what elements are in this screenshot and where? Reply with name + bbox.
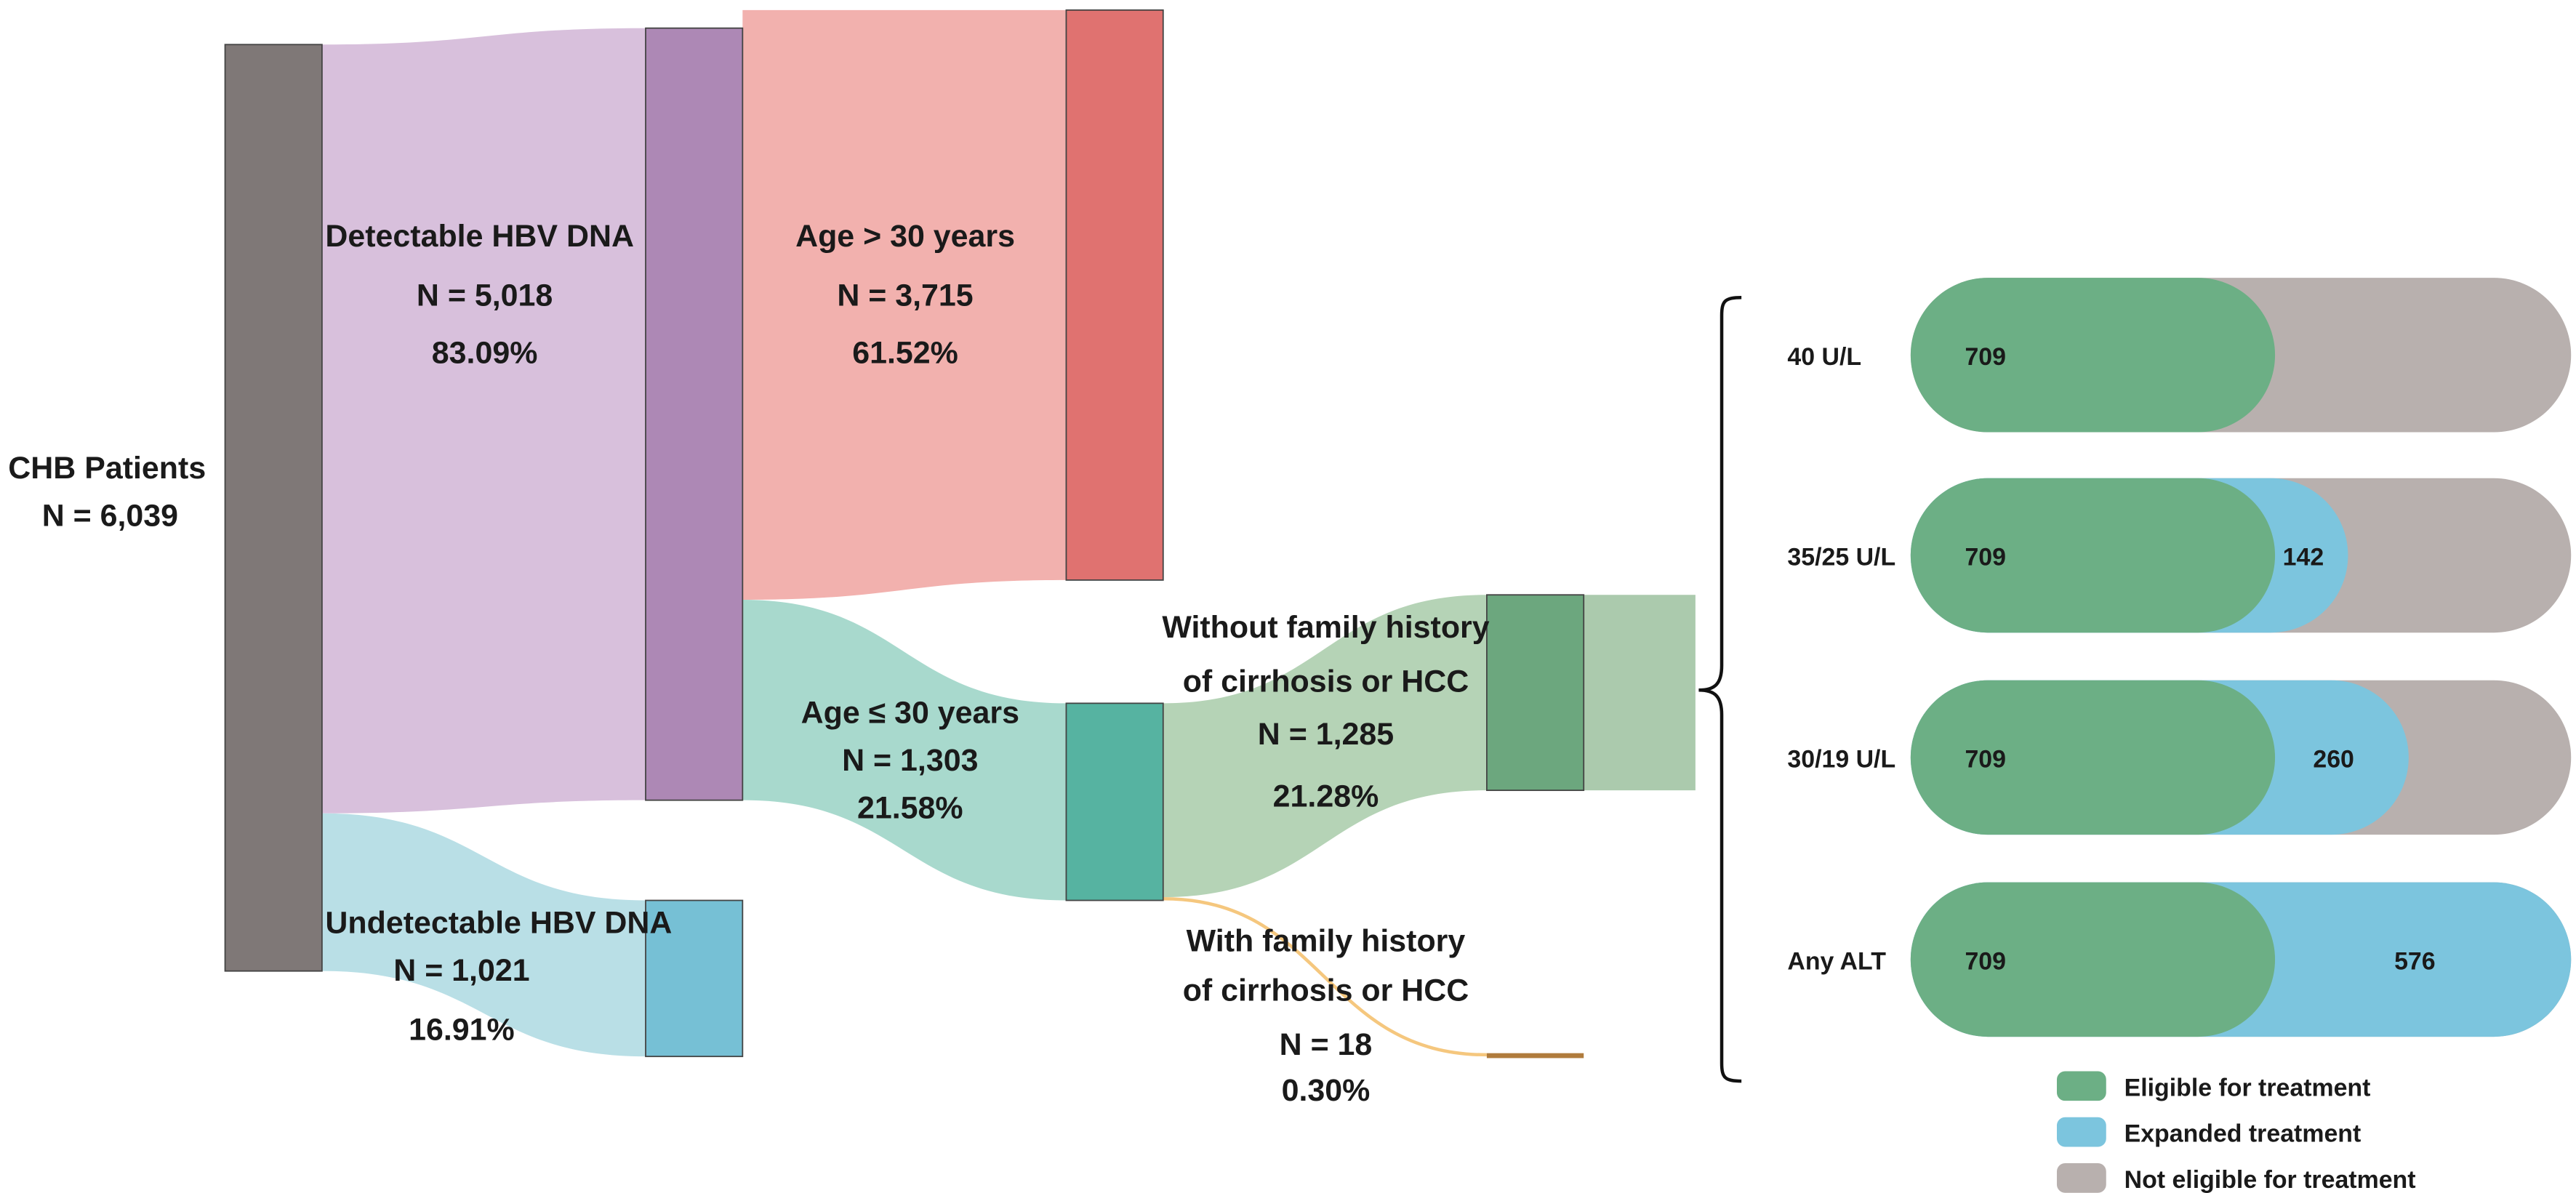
bar-row: Any ALT 709 576 xyxy=(1787,882,2572,1037)
bar-eligible xyxy=(1910,278,2276,433)
expanded-value: 576 xyxy=(2394,947,2436,975)
chb-title: CHB Patients xyxy=(8,451,206,486)
detectable-pct: 83.09% xyxy=(432,336,538,371)
row-label: Any ALT xyxy=(1787,947,1886,975)
bar-row: 30/19 U/L 709 260 xyxy=(1787,680,2572,835)
bar-row: 40 U/L 709 xyxy=(1787,278,2572,433)
with-fh-pct: 0.30% xyxy=(1282,1073,1371,1108)
chb-n: N = 6,039 xyxy=(42,498,178,533)
age-le30-pct: 21.58% xyxy=(857,791,963,826)
without-fh-title1: Without family history xyxy=(1162,610,1489,645)
age-le30-n: N = 1,303 xyxy=(842,743,978,778)
node-without-fh xyxy=(1486,594,1585,792)
eligible-value: 709 xyxy=(1965,947,2006,975)
with-fh-title1: With family history xyxy=(1187,924,1466,959)
legend-swatch xyxy=(2056,1163,2106,1193)
detectable-n: N = 5,018 xyxy=(417,278,553,313)
row-label: 35/25 U/L xyxy=(1787,544,1895,571)
flow-with-fh xyxy=(1163,897,1487,1057)
legend-label: Eligible for treatment xyxy=(2124,1074,2371,1101)
bar-eligible xyxy=(1910,478,2276,633)
node-chb xyxy=(224,44,323,972)
without-fh-pct: 21.28% xyxy=(1273,779,1379,814)
eligible-value: 709 xyxy=(1965,745,2006,773)
eligible-value: 709 xyxy=(1965,343,2006,371)
undetectable-pct: 16.91% xyxy=(409,1013,515,1048)
legend-label: Expanded treatment xyxy=(2124,1120,2362,1148)
detectable-title: Detectable HBV DNA xyxy=(325,219,634,254)
legend: Eligible for treatment Expanded treatment… xyxy=(2056,1071,2416,1193)
flow-without-fh xyxy=(1163,595,1487,898)
age-gt30-n: N = 3,715 xyxy=(837,278,973,313)
node-with-fh xyxy=(1486,1053,1584,1059)
without-fh-n: N = 1,285 xyxy=(1258,717,1394,752)
flow-age-gt30 xyxy=(742,9,1067,600)
alt-threshold-bars: 40 U/L 709 35/25 U/L 709 142 30/19 U/L 709 260 A… xyxy=(1787,278,2572,1037)
expanded-value: 260 xyxy=(2313,745,2354,773)
legend-swatch xyxy=(2056,1117,2106,1147)
node-age-gt30 xyxy=(1065,9,1164,581)
expanded-value: 142 xyxy=(2283,544,2324,571)
age-gt30-pct: 61.52% xyxy=(852,336,958,371)
curly-bracket xyxy=(1698,295,1742,1083)
without-fh-title2: of cirrhosis or HCC xyxy=(1183,664,1469,699)
flow-without-fh-tail xyxy=(1584,595,1696,791)
flow-age-le30 xyxy=(742,600,1067,901)
legend-swatch xyxy=(2056,1071,2106,1101)
flow-undetectable xyxy=(321,813,646,1057)
row-label: 30/19 U/L xyxy=(1787,745,1895,773)
age-le30-title: Age ≤ 30 years xyxy=(801,695,1019,730)
bar-eligible xyxy=(1910,680,2276,835)
with-fh-n: N = 18 xyxy=(1280,1027,1373,1062)
legend-label: Not eligible for treatment xyxy=(2124,1166,2416,1193)
row-label: 40 U/L xyxy=(1787,343,1861,371)
flow-detectable xyxy=(321,28,646,814)
node-age-le30 xyxy=(1065,702,1164,901)
node-detectable xyxy=(645,27,744,801)
age-gt30-title: Age > 30 years xyxy=(795,219,1015,254)
with-fh-title2: of cirrhosis or HCC xyxy=(1183,973,1469,1008)
bar-row: 35/25 U/L 709 142 xyxy=(1787,478,2572,633)
node-undetectable xyxy=(645,899,744,1058)
bar-eligible xyxy=(1910,882,2276,1037)
undetectable-title: Undetectable HBV DNA xyxy=(325,906,672,941)
eligible-value: 709 xyxy=(1965,544,2006,571)
undetectable-n: N = 1,021 xyxy=(393,953,529,988)
